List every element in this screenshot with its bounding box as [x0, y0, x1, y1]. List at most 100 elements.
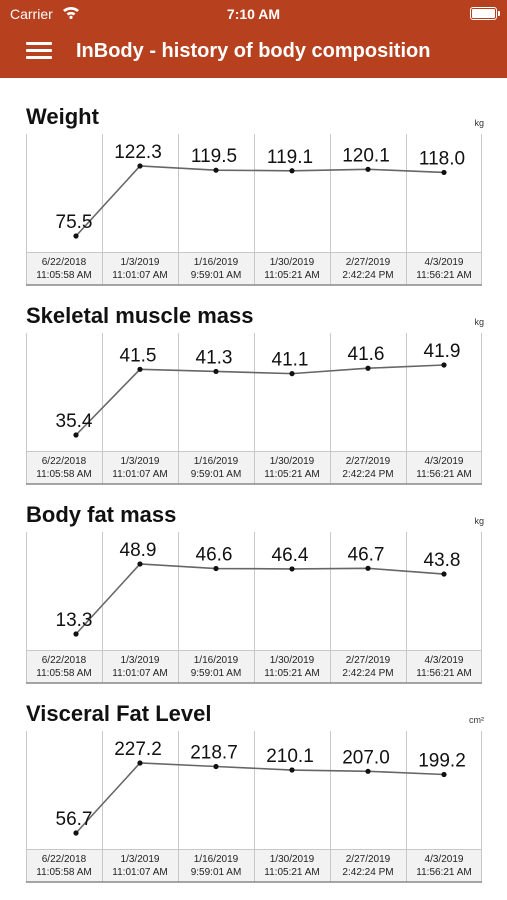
data-point	[73, 830, 79, 836]
line-chart: 56.7 227.2 218.7 210.1 207.0 199.2 6/22/2018 11…	[26, 731, 482, 883]
data-point	[73, 631, 79, 637]
x-tick-time: 9:59:01 AM	[191, 270, 242, 281]
x-tick-date: 6/22/2018	[42, 655, 87, 666]
x-tick-date: 1/3/2019	[121, 655, 160, 666]
data-label: 119.5	[191, 146, 237, 167]
data-point	[441, 771, 447, 778]
x-tick-time: 11:05:58 AM	[36, 668, 91, 679]
carrier-label: Carrier	[10, 6, 53, 22]
x-tick-date: 1/30/2019	[270, 456, 315, 467]
visceral-fat-section: Visceral Fat Level cm² 56.7 227.2 218.7 210…	[0, 701, 507, 891]
data-point	[137, 760, 143, 766]
data-point	[441, 571, 447, 577]
x-tick-date: 1/16/2019	[194, 854, 239, 865]
data-label: 199.2	[418, 750, 466, 771]
x-tick-time: 11:05:21 AM	[264, 867, 319, 878]
line-chart: 75.5 122.3 119.5 119.1 120.1 118.0 6/22/2018 11…	[26, 134, 482, 286]
x-tick-time: 11:05:58 AM	[36, 867, 91, 878]
unit-label: cm²	[469, 715, 484, 725]
data-line	[75, 364, 445, 436]
x-tick-date: 1/30/2019	[270, 854, 315, 865]
data-point	[289, 371, 295, 377]
visceral-fat-chart: 56.7 227.2 218.7 210.1 207.0 199.2 6/22/2018 11…	[26, 731, 482, 883]
data-label: 43.8	[424, 550, 461, 571]
data-label: 13.3	[56, 610, 93, 631]
data-label: 210.1	[266, 746, 314, 767]
x-tick-date: 1/30/2019	[270, 655, 315, 666]
unit-label: kg	[474, 516, 484, 526]
data-label: 46.7	[348, 544, 385, 565]
x-tick-time: 11:05:58 AM	[36, 469, 91, 480]
section-title: Weight	[26, 104, 99, 129]
x-tick-time: 9:59:01 AM	[191, 867, 242, 878]
x-tick-date: 4/3/2019	[425, 456, 464, 467]
body-fat-chart: 13.3 48.9 46.6 46.4 46.7 43.8 6/22/2018 11:05:5…	[26, 532, 482, 684]
x-tick-time: 11:01:07 AM	[112, 469, 167, 480]
data-point	[213, 565, 219, 572]
body-fat-section: Body fat mass kg 13.3 48.9 46.6 46.4 46.7 43.…	[0, 502, 507, 692]
data-point	[365, 565, 371, 571]
data-point	[365, 166, 371, 172]
data-label: 48.9	[120, 540, 157, 561]
x-tick-time: 11:56:21 AM	[416, 469, 471, 480]
x-tick-date: 4/3/2019	[425, 257, 464, 268]
x-tick-date: 2/27/2019	[346, 456, 391, 467]
data-point	[137, 561, 143, 567]
section-title: Visceral Fat Level	[26, 701, 212, 726]
x-tick-time: 9:59:01 AM	[191, 668, 242, 679]
section-title: Body fat mass	[26, 502, 177, 527]
x-tick-date: 1/16/2019	[194, 456, 239, 467]
x-tick-date: 6/22/2018	[42, 456, 87, 467]
menu-icon[interactable]	[26, 40, 54, 62]
x-tick-time: 11:05:21 AM	[264, 270, 319, 281]
data-label: 122.3	[114, 142, 162, 163]
data-label: 41.3	[196, 347, 233, 368]
unit-label: kg	[474, 118, 484, 128]
x-tick-date: 2/27/2019	[346, 854, 391, 865]
x-tick-date: 1/3/2019	[121, 257, 160, 268]
skeletal-muscle-chart: 35.4 41.5 41.3 41.1 41.6 41.9 6/22/2018 11:05:5…	[26, 333, 482, 485]
x-tick-time: 9:59:01 AM	[191, 469, 242, 480]
data-label: 227.2	[114, 739, 162, 760]
x-tick-date: 6/22/2018	[42, 257, 87, 268]
line-chart: 13.3 48.9 46.6 46.4 46.7 43.8 6/22/2018 11:05:5…	[26, 532, 482, 684]
data-point	[213, 763, 219, 770]
section-title: Skeletal muscle mass	[26, 303, 254, 328]
x-tick-time: 11:05:21 AM	[264, 668, 319, 679]
data-label: 119.1	[267, 147, 313, 168]
x-tick-date: 1/16/2019	[194, 257, 239, 268]
data-line	[75, 563, 445, 635]
skeletal-muscle-section: Skeletal muscle mass kg 35.4 41.5 41.3 41.1…	[0, 303, 507, 493]
data-label: 41.1	[272, 350, 309, 371]
x-tick-date: 6/22/2018	[42, 854, 87, 865]
x-tick-time: 11:01:07 AM	[112, 668, 167, 679]
data-point	[73, 432, 79, 438]
x-tick-time: 11:05:21 AM	[264, 469, 319, 480]
line-chart: 35.4 41.5 41.3 41.1 41.6 41.9 6/22/2018 11:05:5…	[26, 333, 482, 485]
data-label: 207.0	[342, 747, 390, 768]
data-point	[213, 368, 219, 375]
data-label: 120.1	[342, 145, 390, 166]
clock: 7:10 AM	[226, 6, 281, 22]
battery-icon	[470, 7, 500, 20]
data-label: 35.4	[56, 411, 93, 432]
data-point	[73, 233, 79, 239]
data-point	[289, 168, 295, 174]
x-tick-date: 1/3/2019	[121, 456, 160, 467]
data-label: 75.5	[56, 212, 93, 233]
data-line	[75, 165, 445, 237]
x-tick-date: 1/16/2019	[194, 655, 239, 666]
x-tick-time: 2:42:24 PM	[342, 270, 393, 281]
data-point	[137, 163, 143, 169]
data-line	[75, 762, 445, 834]
x-tick-date: 2/27/2019	[346, 257, 391, 268]
x-tick-time: 2:42:24 PM	[342, 668, 393, 679]
data-point	[289, 767, 295, 773]
x-tick-time: 2:42:24 PM	[342, 469, 393, 480]
data-label: 46.6	[196, 545, 233, 566]
data-label: 41.9	[424, 341, 461, 362]
wifi-icon	[63, 6, 79, 19]
status-bar: Carrier 7:10 AM	[0, 0, 507, 28]
x-tick-time: 11:56:21 AM	[416, 668, 471, 679]
x-tick-date: 4/3/2019	[425, 655, 464, 666]
